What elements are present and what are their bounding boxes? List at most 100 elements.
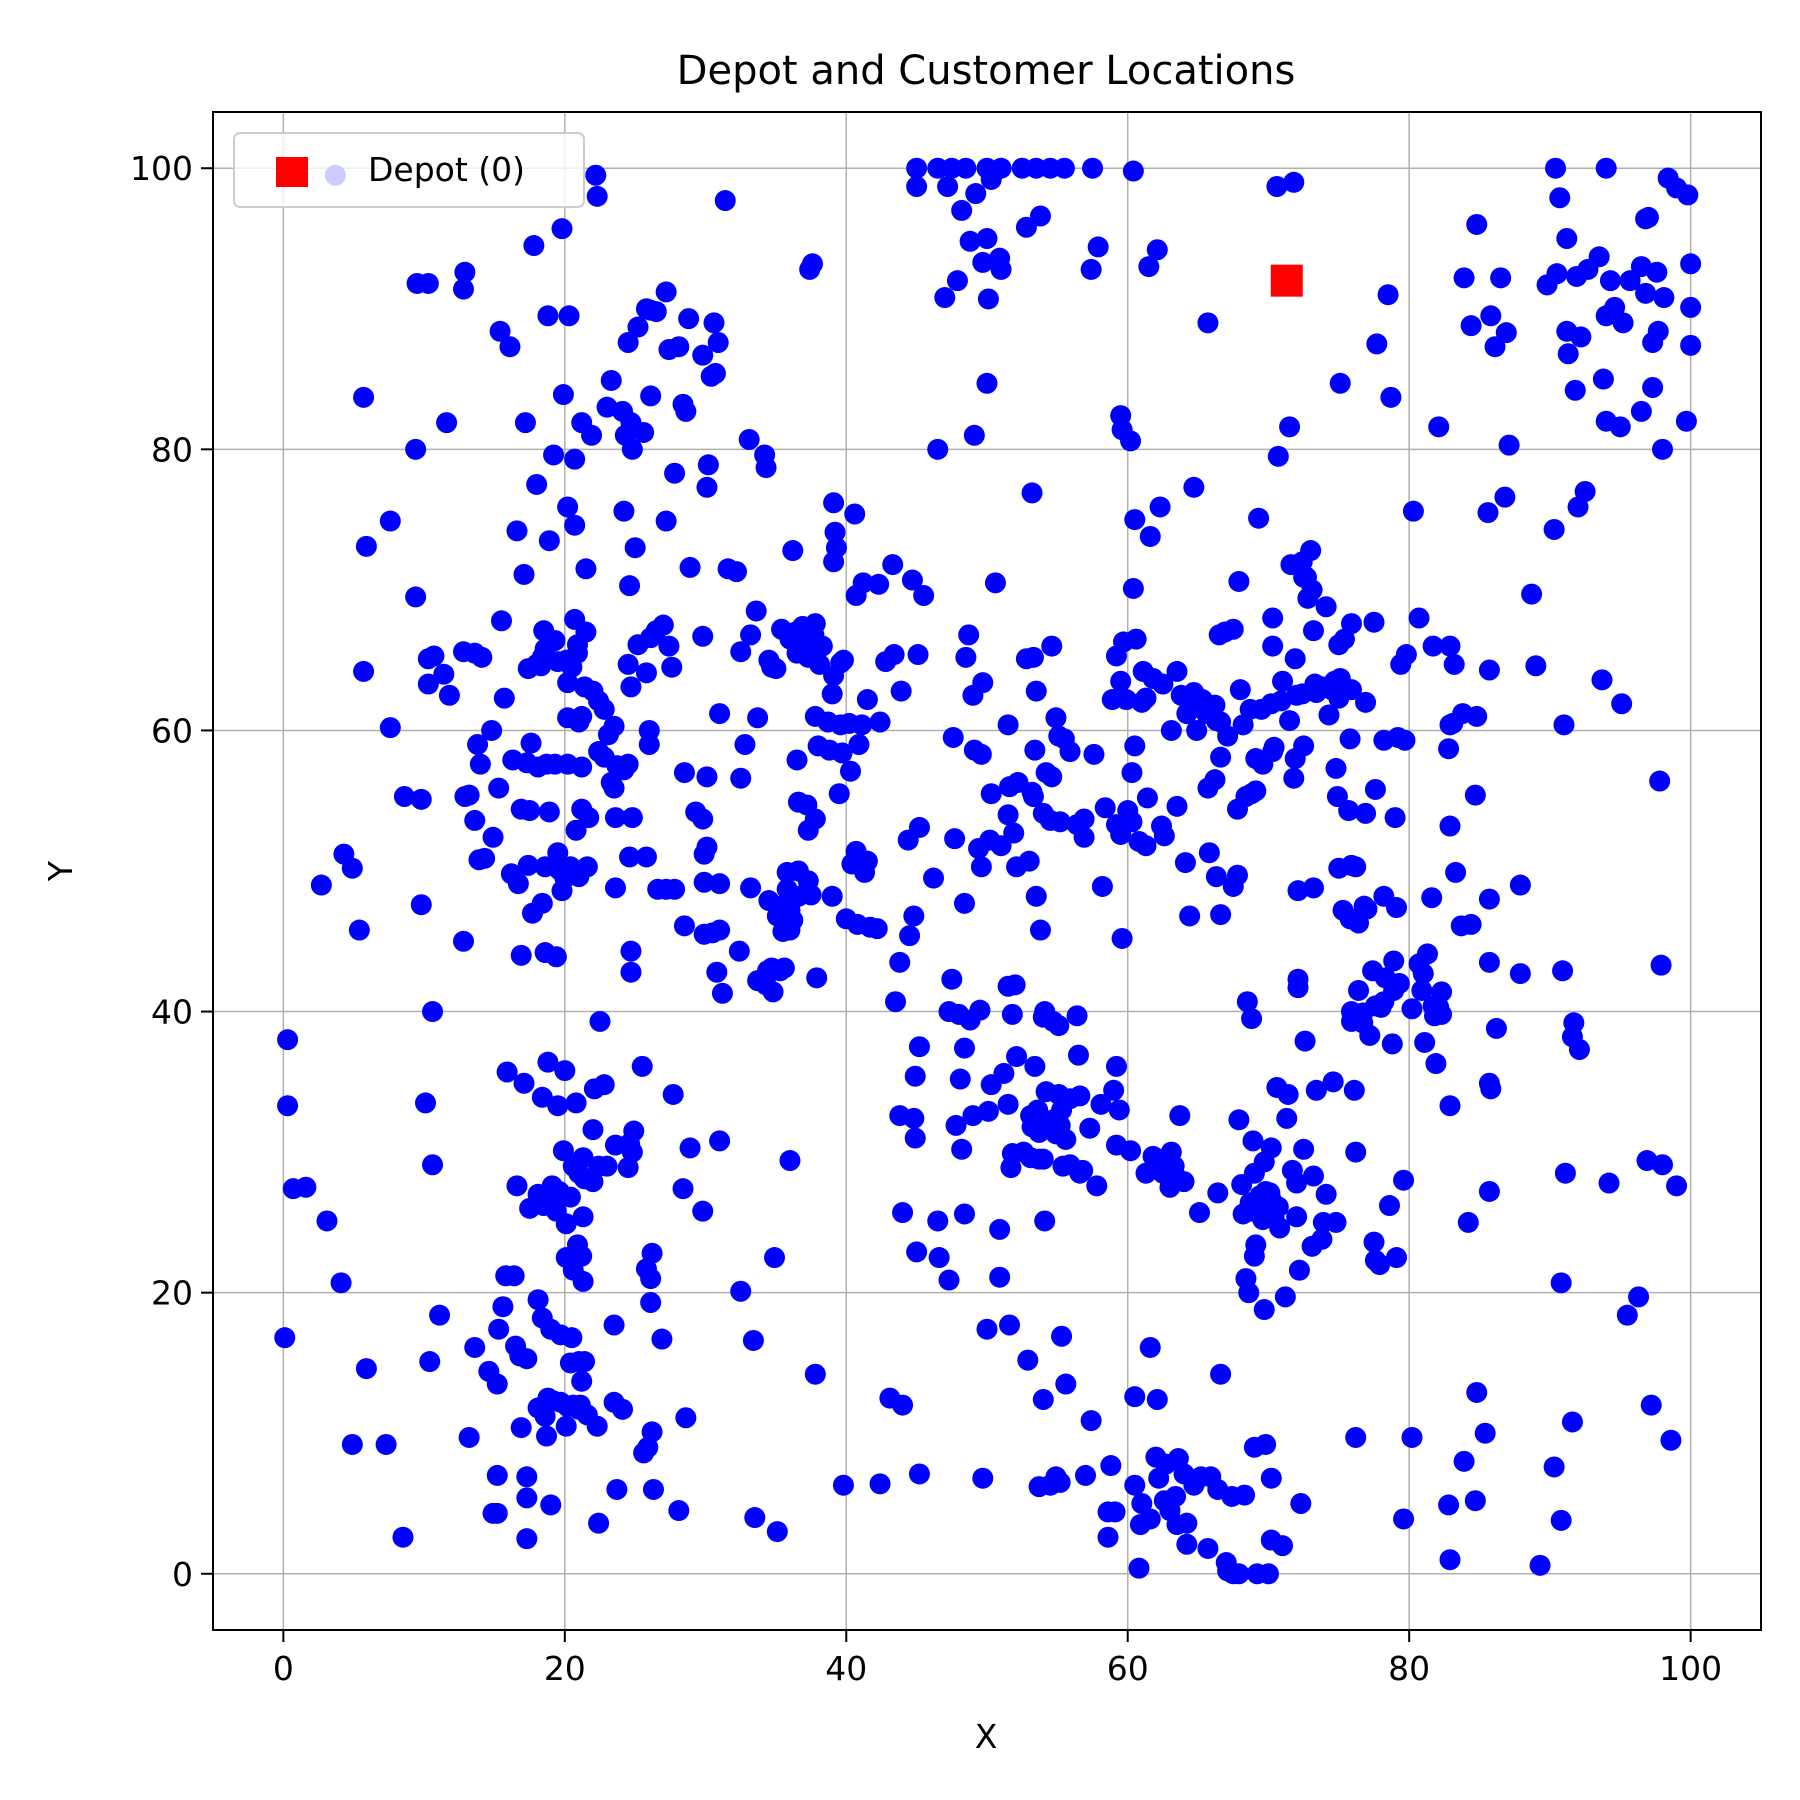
customer-point — [1599, 270, 1621, 292]
customer-point — [989, 1218, 1011, 1240]
customer-point — [903, 905, 925, 927]
customer-point — [1276, 1107, 1298, 1129]
customer-point — [1228, 1563, 1250, 1585]
customer-point — [1277, 1083, 1299, 1105]
customer-point — [804, 613, 826, 635]
customer-point — [1495, 322, 1517, 344]
customer-point — [417, 673, 439, 695]
customer-point — [764, 1247, 786, 1269]
customer-point — [1545, 157, 1567, 179]
customer-point — [869, 1473, 891, 1495]
customer-point — [478, 1360, 500, 1382]
customer-point — [1183, 476, 1205, 498]
customer-point — [1460, 315, 1482, 337]
customer-point — [1105, 1134, 1127, 1156]
customer-point — [564, 608, 586, 630]
customer-point — [1443, 653, 1465, 675]
customer-point — [1431, 981, 1453, 1003]
customer-point — [844, 503, 866, 525]
customer-point — [1457, 1211, 1479, 1233]
customer-point — [422, 1154, 444, 1176]
customer-point — [1022, 786, 1044, 808]
customer-point — [1075, 1464, 1097, 1486]
customer-point — [730, 641, 752, 663]
customer-point — [1388, 972, 1410, 994]
customer-point — [617, 332, 639, 354]
customer-point — [1431, 1003, 1453, 1025]
customer-point — [1348, 979, 1370, 1001]
customer-point — [458, 1426, 480, 1448]
customer-point — [612, 400, 634, 422]
customer-point — [1439, 635, 1461, 657]
customer-point — [488, 777, 510, 799]
customer-point — [1564, 379, 1586, 401]
customer-point — [740, 877, 762, 899]
customer-point — [1166, 795, 1188, 817]
customer-point — [1241, 1008, 1263, 1030]
customer-point — [600, 369, 622, 391]
customer-point — [353, 386, 375, 408]
customer-point — [620, 961, 642, 983]
customer-point — [1188, 1202, 1210, 1224]
customer-point — [1094, 797, 1116, 819]
customer-point — [1363, 611, 1385, 633]
customer-point — [1352, 1012, 1374, 1034]
customer-point — [1293, 735, 1315, 757]
customer-point — [1034, 1001, 1056, 1023]
customer-point — [1464, 1490, 1486, 1512]
customer-point — [410, 788, 432, 810]
customer-point — [1318, 704, 1340, 726]
customer-point — [958, 624, 980, 646]
customer-point — [711, 982, 733, 1004]
customer-point — [1205, 866, 1227, 888]
customer-point — [419, 1351, 441, 1373]
customer-point — [972, 251, 994, 273]
customer-point — [672, 1178, 694, 1200]
customer-point — [1263, 736, 1285, 758]
customer-point — [1021, 482, 1043, 504]
customer-point — [904, 1065, 926, 1087]
customer-point — [516, 1528, 538, 1550]
customer-point — [1480, 305, 1502, 327]
customer-point — [417, 272, 439, 294]
customer-point — [429, 1304, 451, 1326]
customer-point — [782, 540, 804, 562]
customer-point — [1466, 213, 1488, 235]
customer-point — [496, 1061, 518, 1083]
customer-point — [692, 625, 714, 647]
y-tick-label: 40 — [151, 993, 193, 1032]
customer-point — [801, 253, 823, 275]
customer-point — [773, 957, 795, 979]
customer-point — [1006, 1046, 1028, 1068]
customer-point — [1041, 766, 1063, 788]
customer-point — [1290, 1493, 1312, 1514]
customer-point — [651, 1328, 673, 1350]
customer-point — [1269, 1217, 1291, 1239]
customer-point — [1210, 1363, 1232, 1385]
customer-point — [557, 496, 579, 518]
customer-point — [1666, 1175, 1688, 1197]
customer-point — [433, 663, 455, 685]
customer-point — [1509, 874, 1531, 896]
customer-point — [709, 919, 731, 941]
customer-point — [1128, 1557, 1150, 1579]
customer-point — [1121, 762, 1143, 784]
x-tick-label: 0 — [273, 1649, 294, 1688]
customer-point — [1079, 1117, 1101, 1139]
customer-point — [655, 281, 677, 303]
customer-point — [604, 877, 626, 899]
customer-point — [744, 1507, 766, 1529]
customer-point — [999, 1314, 1021, 1336]
customer-point — [1226, 864, 1248, 886]
customer-point — [1414, 1031, 1436, 1053]
customer-point — [668, 336, 690, 358]
customer-point — [963, 424, 985, 446]
customer-point — [1279, 710, 1301, 732]
customer-point — [1051, 1325, 1073, 1347]
customer-point — [1550, 1272, 1572, 1294]
customer-point — [1003, 822, 1025, 844]
customer-point — [510, 1417, 532, 1439]
customer-point — [734, 734, 756, 755]
customer-point — [1125, 628, 1147, 650]
customer-point — [1439, 815, 1461, 837]
